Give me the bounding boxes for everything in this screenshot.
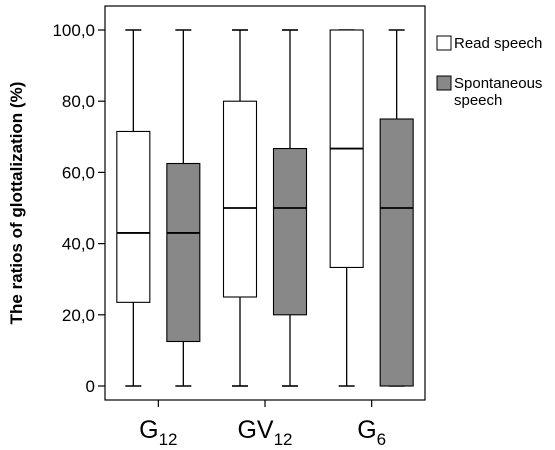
y-tick-label: 60,0 [62,163,95,182]
x-axis: G12 GV12 G6 [139,400,386,449]
legend: Read speech Spontaneous speech [436,35,542,109]
iqr-box [379,118,414,387]
box-read-0 [116,29,151,387]
plot-frame [104,5,426,401]
x-category-label: GV12 [237,416,292,449]
y-tick-label: 0 [86,377,95,396]
y-axis-label: The ratios of glottalization (%) [7,82,26,325]
legend-label: Read speech [454,35,542,52]
y-tick-label: 100,0 [52,21,95,40]
box-spontaneous-0 [166,29,201,387]
iqr-box [116,130,151,303]
legend-label: Spontaneous speech [454,75,542,109]
y-tick-label: 40,0 [62,235,95,254]
box-read-2 [329,29,364,387]
y-tick-label: 20,0 [62,306,95,325]
legend-swatch [436,75,452,91]
box-spontaneous-2 [379,29,414,387]
box-series [116,29,414,387]
y-axis: 0 20,0 40,0 60,0 80,0 100,0 [52,21,105,396]
iqr-box [272,147,308,316]
iqr-box [222,100,258,298]
x-category-label: G12 [139,416,177,449]
box-spontaneous-1 [272,29,308,387]
legend-swatch [436,35,452,51]
iqr-box [166,162,201,343]
y-tick-label: 80,0 [62,92,95,111]
x-category-label: G6 [357,416,386,449]
box-read-1 [222,29,258,387]
